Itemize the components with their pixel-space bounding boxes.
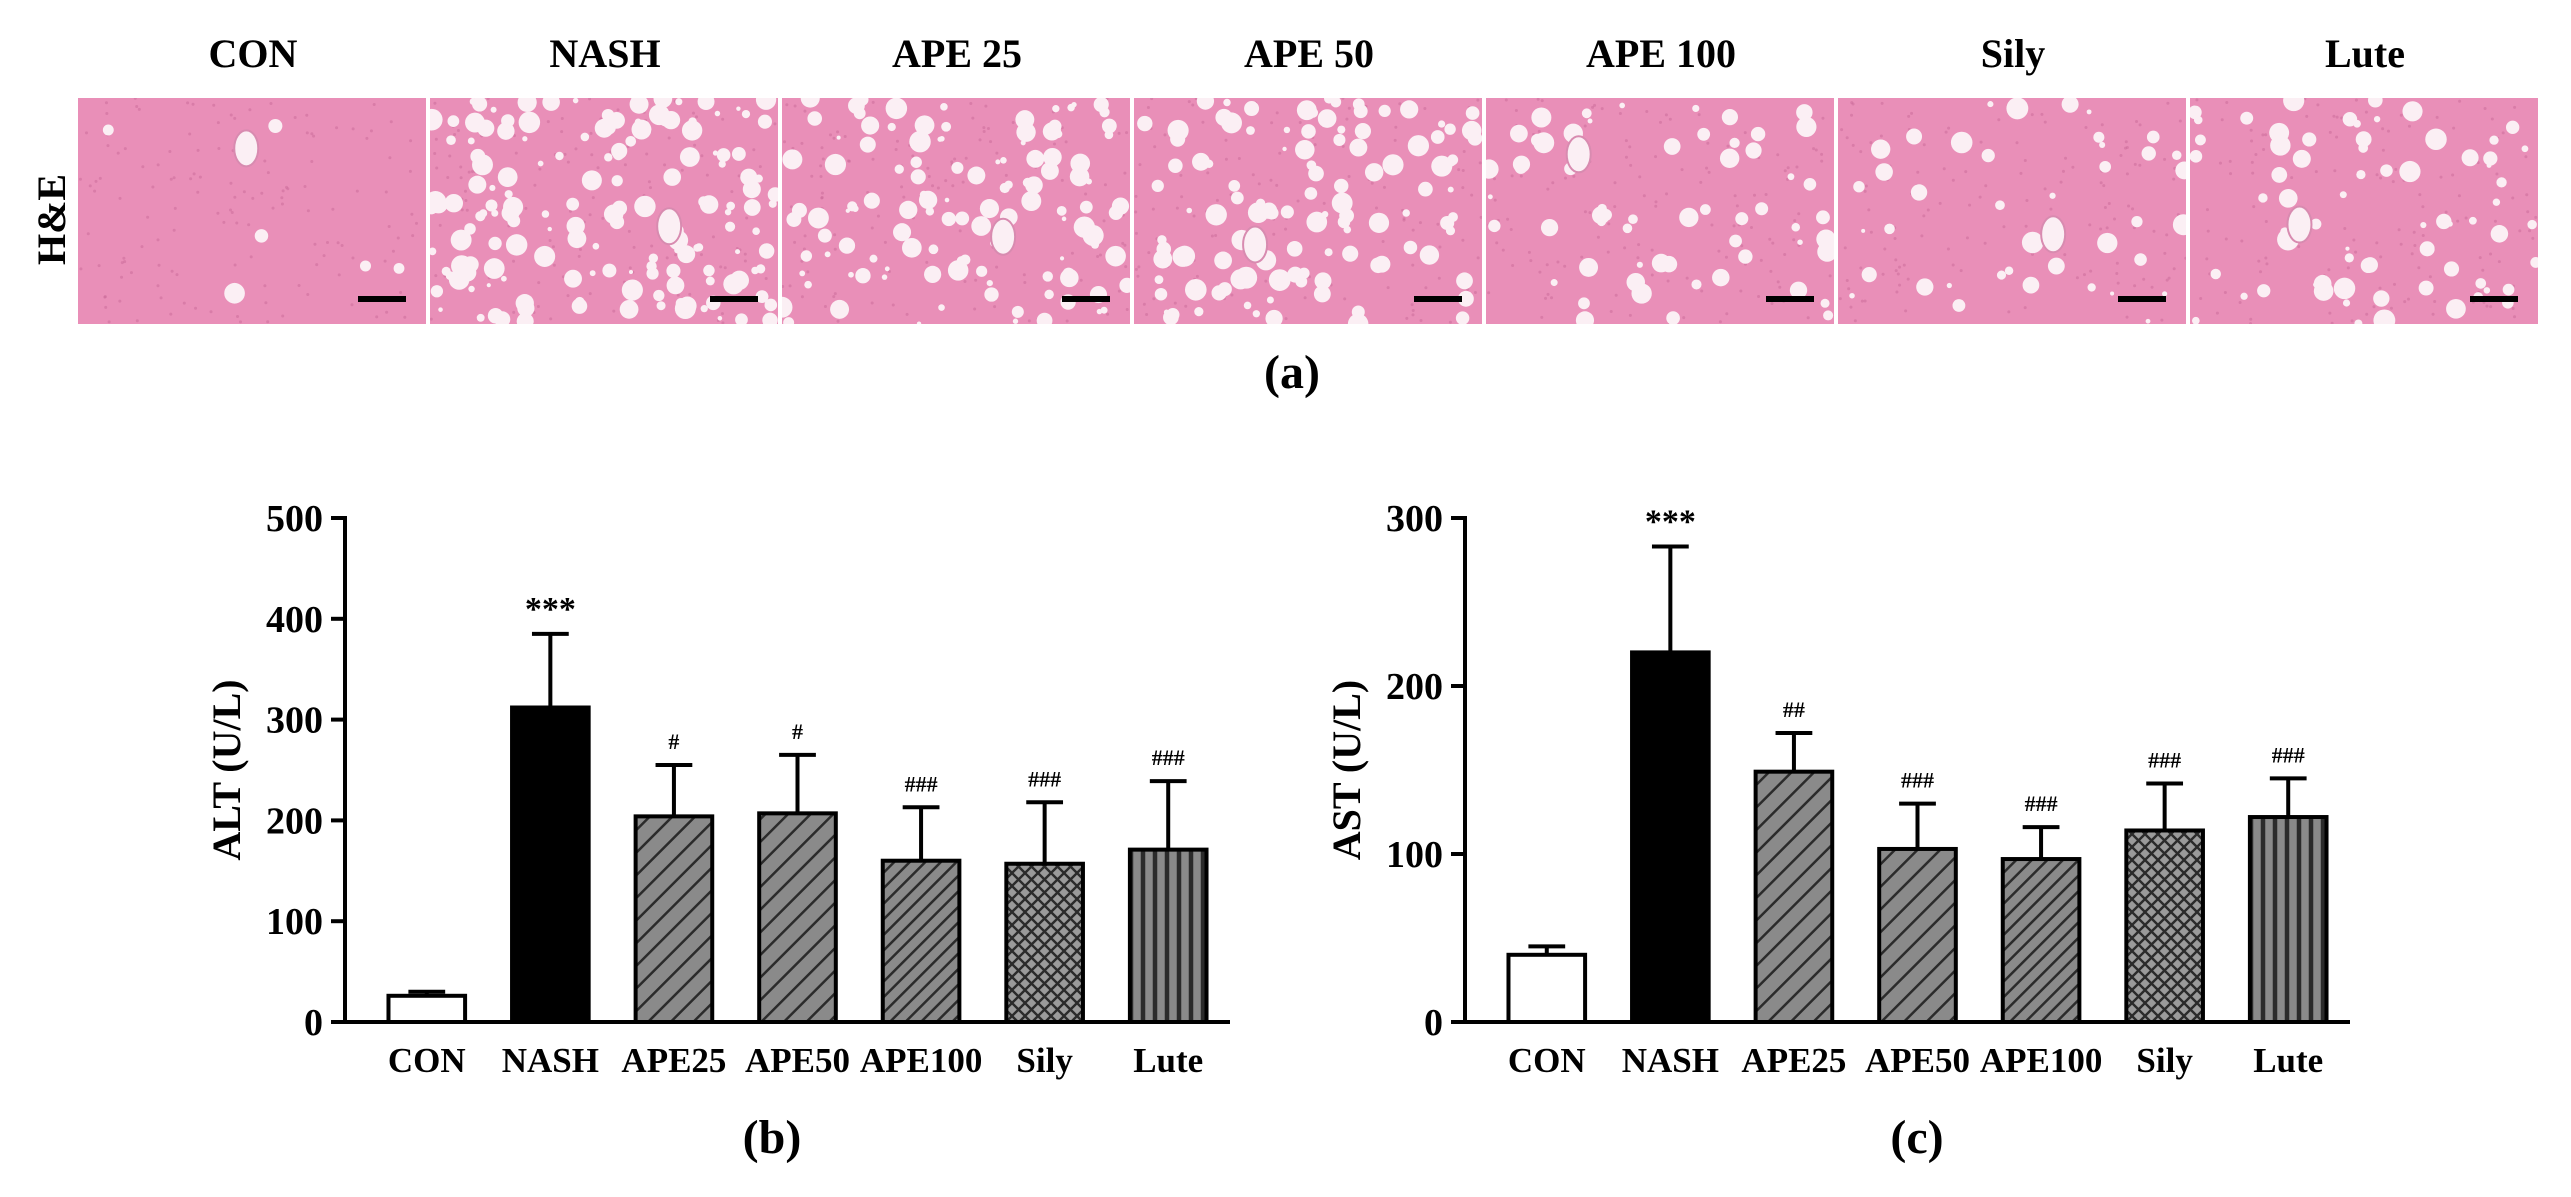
bar: [2000, 857, 2082, 1025]
bar: [2124, 828, 2205, 1025]
x-tick-label: NASH: [502, 1041, 599, 1080]
y-tick-label: 500: [266, 498, 323, 540]
bar: [1630, 650, 1711, 1024]
y-tick-label: 200: [266, 800, 323, 842]
bar: [633, 814, 715, 1025]
y-tick-label: 100: [1386, 834, 1443, 876]
alt-bar-chart: 0 100 200 300 400 500 ALT (U/L) CON *** NASH # APE2…: [204, 498, 1230, 1080]
he-stain-image: [1486, 98, 1834, 324]
x-tick-label: APE25: [1741, 1041, 1846, 1080]
x-tick-label: Sily: [2136, 1041, 2193, 1080]
he-stain-image: [430, 98, 778, 324]
significance-label: ***: [1645, 504, 1696, 541]
y-tick-label: 300: [1386, 498, 1443, 540]
panel-a-histology: H&E CON NASH APE 25 APE 50 APE 100 Sily Lute (…: [0, 0, 2571, 420]
he-stain-image: [1134, 98, 1482, 324]
column-label: APE 25: [892, 31, 1022, 76]
significance-label: #: [792, 719, 803, 744]
bar: [1506, 952, 1588, 1024]
y-tick-label: 0: [1424, 1002, 1443, 1044]
bar: [1127, 847, 1209, 1024]
column-label: NASH: [549, 31, 661, 76]
bar: [386, 993, 468, 1024]
row-label-he: H&E: [29, 173, 74, 265]
column-label: APE 50: [1244, 31, 1374, 76]
significance-label: ###: [905, 771, 938, 796]
panel-letter-a: (a): [1264, 346, 1320, 399]
ast-bar-chart: 0 100 200 300 AST (U/L) CON *** NASH ## APE25 ### A…: [1324, 498, 2350, 1080]
significance-label: ***: [525, 591, 576, 628]
significance-label: ##: [1783, 697, 1805, 722]
column-label: CON: [208, 31, 298, 76]
y-tick-label: 400: [266, 599, 323, 641]
he-stain-image: [1838, 98, 2186, 324]
bar: [880, 858, 962, 1024]
x-tick-label: Lute: [1133, 1041, 1203, 1080]
x-tick-label: APE50: [745, 1041, 850, 1080]
column-label: Sily: [1980, 31, 2046, 76]
x-tick-label: CON: [1508, 1041, 1586, 1080]
bar: [2247, 815, 2329, 1025]
x-tick-label: Sily: [1016, 1041, 1073, 1080]
x-tick-label: Lute: [2253, 1041, 2323, 1080]
x-tick-label: APE100: [860, 1041, 983, 1080]
panel-letter-c: (c): [1890, 1111, 1944, 1164]
significance-label: ###: [2148, 747, 2181, 772]
significance-label: ###: [1028, 766, 1061, 791]
panel-letter-b: (b): [742, 1111, 802, 1164]
y-tick-label: 0: [304, 1002, 323, 1044]
y-axis-label: AST (U/L): [1324, 680, 1369, 860]
x-tick-label: APE25: [621, 1041, 726, 1080]
he-stain-image: [782, 98, 1130, 324]
bar: [1877, 846, 1958, 1024]
significance-label: ###: [2025, 791, 2058, 816]
x-tick-label: APE100: [1980, 1041, 2102, 1080]
significance-label: #: [668, 729, 679, 754]
he-stain-image: [78, 98, 426, 324]
y-tick-label: 100: [266, 901, 323, 943]
column-label: APE 100: [1586, 31, 1736, 76]
he-stain-image: [2190, 98, 2538, 324]
significance-label: ###: [2272, 742, 2305, 767]
y-tick-label: 200: [1386, 666, 1443, 708]
bar: [1753, 769, 1835, 1024]
x-tick-label: CON: [388, 1041, 466, 1080]
bar: [1004, 861, 1085, 1024]
significance-label: ###: [1901, 768, 1934, 793]
bar: [757, 811, 838, 1024]
column-label: Lute: [2325, 31, 2405, 76]
x-tick-label: APE50: [1865, 1041, 1970, 1080]
significance-label: ###: [1152, 745, 1185, 770]
x-tick-label: NASH: [1622, 1041, 1719, 1080]
y-tick-label: 300: [266, 700, 323, 742]
y-axis-label: ALT (U/L): [204, 679, 249, 860]
bar: [510, 705, 591, 1024]
